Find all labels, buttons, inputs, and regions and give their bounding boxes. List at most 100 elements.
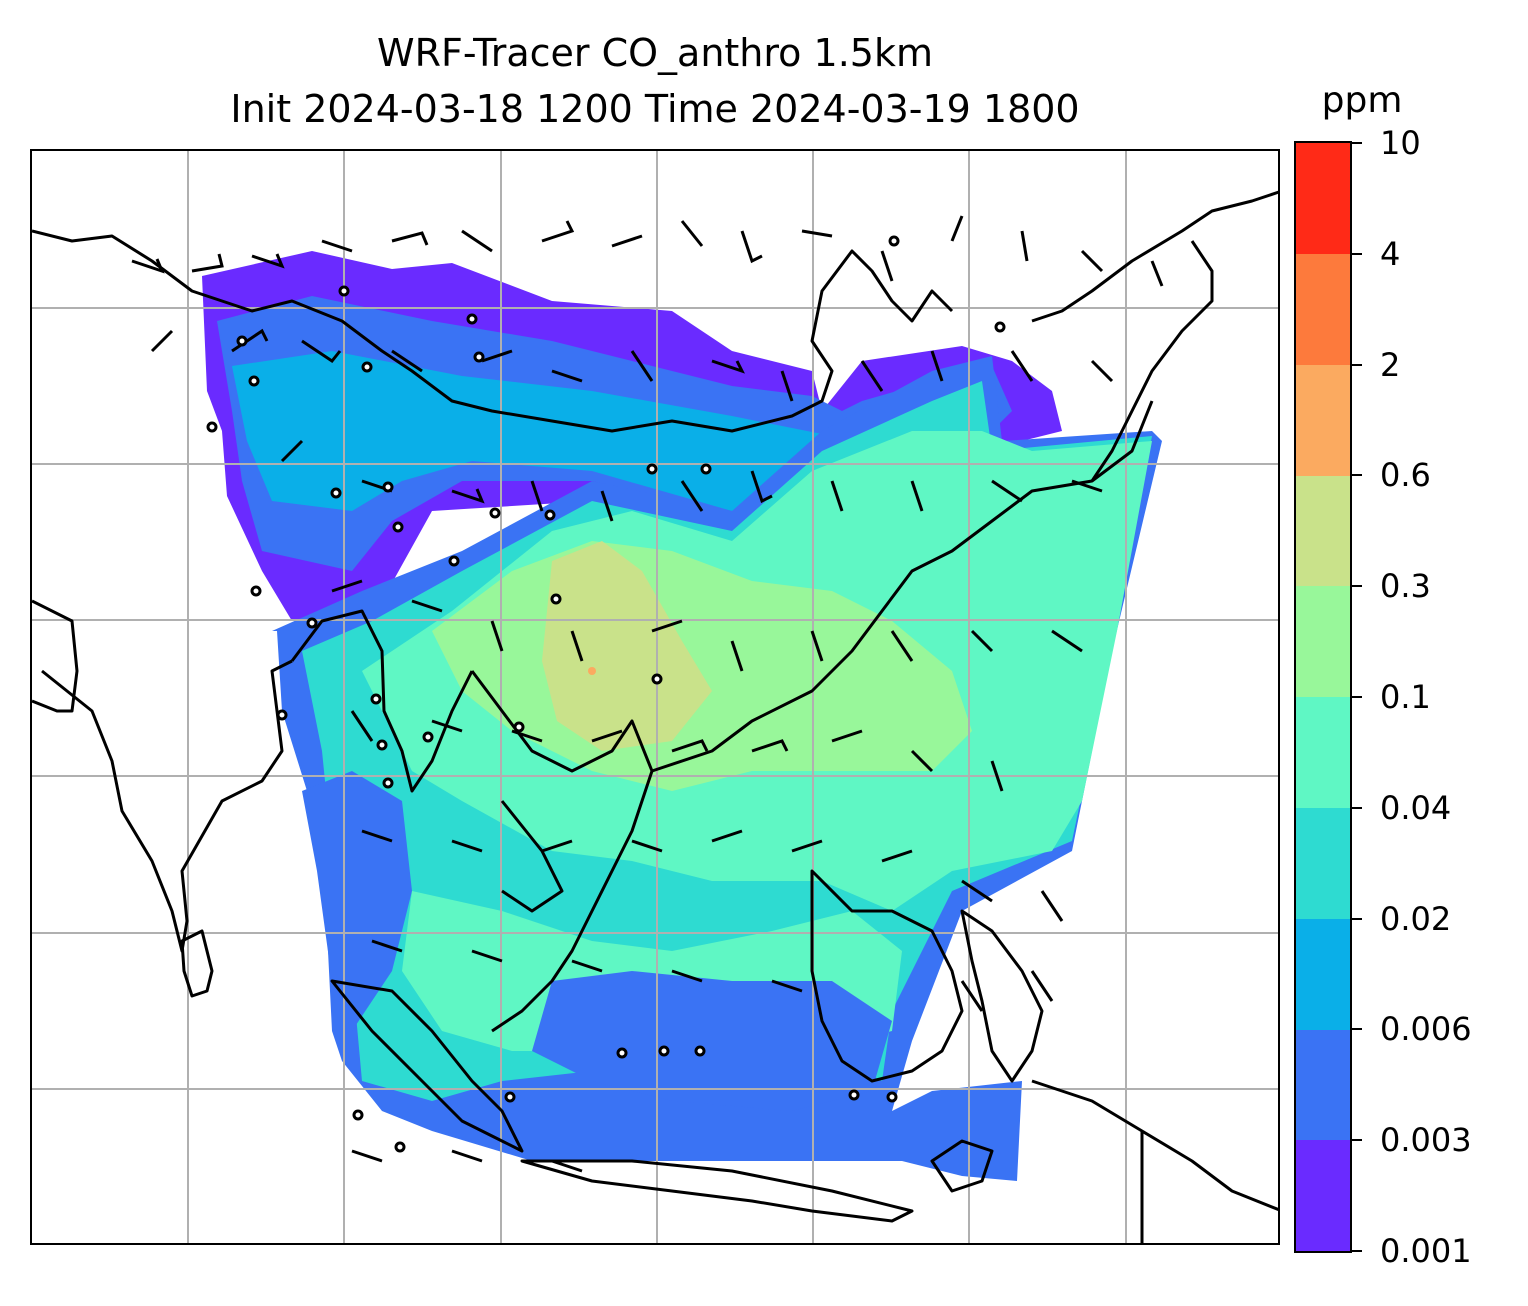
colorbar-tick (1352, 696, 1362, 698)
colorbar-tick (1352, 917, 1362, 920)
calm-marker (694, 1045, 706, 1057)
map-title-line-1: WRF-Tracer CO_anthro 1.5km (377, 31, 933, 75)
wind-barb (511, 729, 543, 743)
coast-java (520, 1159, 914, 1223)
colorbar-tick-label: 0.02 (1380, 899, 1452, 938)
calm-marker (886, 1091, 898, 1103)
coast-borneo (810, 869, 964, 1083)
calm-marker (616, 1047, 628, 1059)
wind-barb (1010, 350, 1034, 382)
wind-barb (831, 729, 863, 743)
wind-barb (451, 1149, 483, 1163)
calm-marker (361, 361, 373, 373)
field-patch-west (302, 771, 412, 1031)
wind-barb (530, 480, 544, 512)
wind-barb (1150, 260, 1164, 287)
coastlines (32, 190, 1278, 1243)
wind-barb (990, 760, 1004, 792)
colorbar-tick (1352, 474, 1362, 477)
colorbar-tick (1352, 363, 1362, 366)
wind-barb (680, 220, 704, 247)
calm-marker (394, 1141, 406, 1153)
calm-marker (382, 777, 394, 789)
wind-barb (280, 439, 304, 463)
concentration-field (202, 251, 1162, 1181)
wind-barb (321, 239, 353, 253)
calm-marker (306, 617, 318, 629)
calm-marker (236, 335, 248, 347)
calm-marker (513, 721, 525, 733)
wind-barb (680, 480, 704, 512)
wind-barb (150, 329, 174, 353)
colorbar-tick (1352, 252, 1362, 255)
wind-barb (970, 629, 994, 653)
map-panel (30, 149, 1280, 1245)
wind-barb (651, 619, 683, 633)
coast-india (32, 599, 293, 953)
colorbar-tick-label: 10 (1380, 124, 1421, 162)
calm-marker (504, 1091, 516, 1103)
wind-barb (191, 253, 224, 273)
coast-sumatra (330, 979, 524, 1153)
calm-marker (848, 1089, 860, 1101)
calm-marker (544, 509, 556, 521)
wind-barb (771, 979, 803, 993)
wind-barb (611, 234, 643, 248)
wind-barb (1020, 230, 1029, 262)
wind-barb (351, 1149, 383, 1163)
wind-barb (451, 488, 485, 504)
calm-marker (700, 463, 712, 475)
wind-barb (750, 470, 773, 504)
wind-barb (881, 849, 913, 863)
calm-marker (422, 731, 434, 743)
wind-barb (371, 939, 403, 953)
map-title-line-2: Init 2024-03-18 1200 Time 2024-03-19 180… (230, 87, 1080, 131)
colorbar-tick (1352, 585, 1362, 588)
wind-barb (730, 640, 744, 672)
calm-marker (651, 673, 663, 685)
wind-barb (391, 231, 429, 246)
colorbar-tick-label: 0.04 (1380, 788, 1452, 827)
colorbar-tick-label: 0.001 (1380, 1232, 1472, 1270)
colorbar-tick-label: 0.6 (1380, 456, 1431, 495)
colorbar-tick-label: 0.003 (1380, 1121, 1472, 1160)
wind-barb (880, 250, 894, 282)
wind-barb (251, 253, 285, 269)
wind-barb (591, 729, 623, 743)
colorbar-tick (1352, 1028, 1362, 1031)
wind-barb (711, 829, 743, 843)
wind-barb (541, 220, 575, 243)
wind-barb (631, 839, 663, 853)
colorbar-segment (1296, 1029, 1350, 1141)
field-patch-south-blue (532, 971, 892, 1111)
coast-north-border (32, 229, 954, 433)
colorbar-tick (1352, 1250, 1362, 1252)
wind-barb (1080, 249, 1104, 273)
wind-barb (350, 710, 374, 742)
wind-barb (131, 258, 165, 274)
colorbar-segment (1296, 697, 1350, 808)
wind-barb (910, 749, 934, 773)
wind-barb (810, 630, 824, 662)
colorbar-segment (1296, 253, 1350, 365)
wind-barb (1071, 479, 1103, 493)
calm-marker (250, 585, 262, 597)
wind-barb (451, 839, 483, 853)
colorbar-tick (1352, 142, 1362, 144)
colorbar-tick-label: 4 (1380, 234, 1401, 273)
calm-marker (466, 313, 478, 325)
coast-indochina (470, 670, 654, 1033)
calm-marker (206, 421, 218, 433)
wind-barb (1051, 629, 1083, 653)
wind-barb (570, 630, 584, 662)
wind-barb (551, 1159, 583, 1173)
colorbar-segment (1296, 364, 1350, 476)
wind-barb (950, 215, 964, 242)
coast-bay-myanmar (290, 609, 474, 793)
wind-barb (481, 349, 513, 363)
wind-barb (541, 839, 573, 853)
calm-marker (248, 375, 260, 387)
calm-marker (392, 521, 404, 533)
calm-marker (352, 1109, 364, 1121)
wind-barb (671, 739, 709, 753)
